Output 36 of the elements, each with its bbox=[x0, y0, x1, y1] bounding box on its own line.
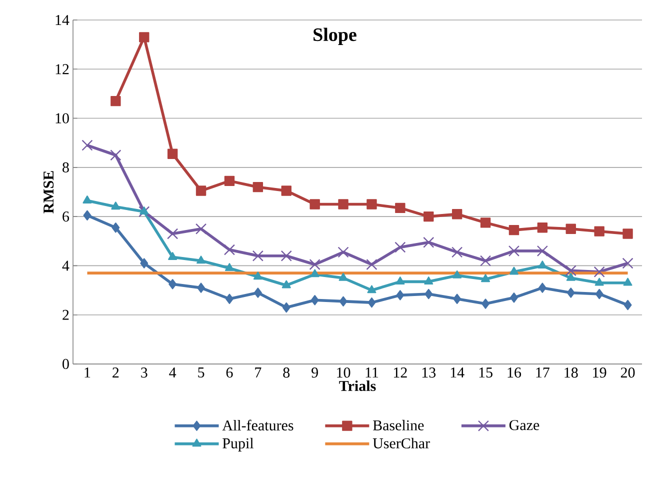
x-axis-title: Trials bbox=[339, 380, 376, 392]
x-tick-label: 15 bbox=[479, 368, 492, 378]
x-tick-label: 3 bbox=[141, 368, 148, 378]
x-tick-label: 8 bbox=[283, 368, 290, 378]
x-tick-label: 20 bbox=[620, 368, 635, 378]
x-tick-label: 17 bbox=[536, 368, 550, 378]
chart-title: Slope bbox=[314, 28, 356, 45]
y-tick-label: 6 bbox=[62, 212, 70, 222]
legend-label: UserChar bbox=[372, 438, 430, 448]
x-tick-label: 19 bbox=[593, 368, 606, 378]
legend-label: All-features bbox=[222, 420, 294, 430]
y-tick-label: 4 bbox=[62, 260, 70, 271]
x-tick-label: 4 bbox=[169, 368, 176, 378]
x-tick-label: 6 bbox=[226, 368, 233, 378]
x-tick-label: 1 bbox=[84, 368, 90, 378]
x-tick-label: 13 bbox=[422, 368, 436, 378]
x-tick-label: 11 bbox=[366, 368, 378, 378]
x-tick-label: 10 bbox=[337, 368, 350, 378]
y-tick-label: 2 bbox=[62, 310, 69, 320]
x-tick-label: 18 bbox=[564, 368, 578, 378]
x-tick-label: 9 bbox=[312, 368, 318, 378]
legend-label: Gaze bbox=[509, 420, 540, 430]
x-tick-label: 7 bbox=[255, 368, 262, 378]
y-tick-label: 12 bbox=[56, 64, 69, 74]
y-tick-label: 0 bbox=[62, 358, 69, 370]
y-axis-title: RMSE bbox=[44, 171, 54, 214]
x-tick-label: 5 bbox=[198, 368, 204, 378]
y-tick-label: 10 bbox=[56, 113, 69, 124]
x-tick-label: 12 bbox=[394, 368, 407, 378]
legend-label: Pupil bbox=[222, 438, 254, 452]
y-tick-label: 14 bbox=[56, 15, 70, 25]
x-tick-label: 14 bbox=[450, 368, 464, 378]
y-tick-label: 8 bbox=[62, 162, 69, 172]
legend-label: Baseline bbox=[373, 420, 424, 430]
x-tick-label: 16 bbox=[508, 368, 522, 378]
x-tick-label: 2 bbox=[112, 368, 119, 378]
